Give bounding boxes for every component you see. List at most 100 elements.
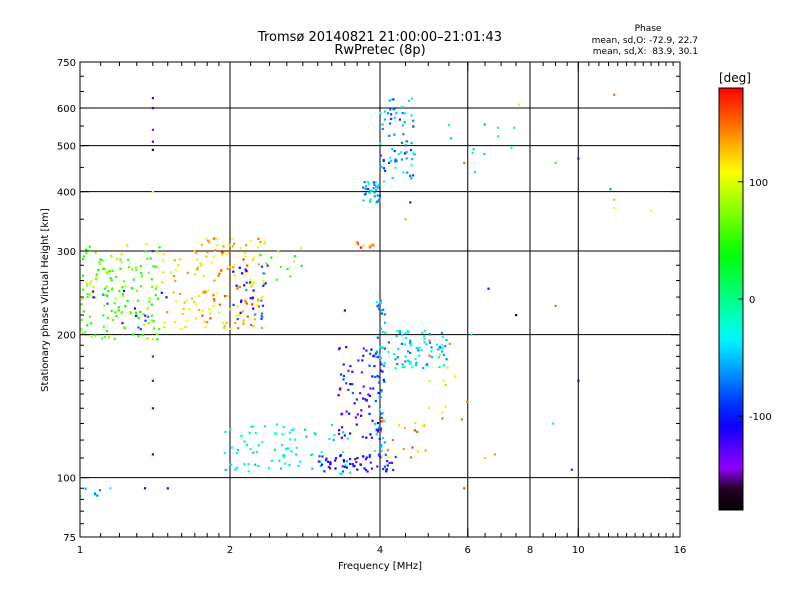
- data-point: [444, 345, 447, 348]
- data-point: [196, 266, 199, 269]
- data-point: [334, 457, 338, 460]
- data-point: [214, 249, 217, 252]
- data-point: [437, 348, 440, 351]
- data-point: [373, 183, 376, 186]
- data-point: [121, 311, 124, 314]
- data-point: [181, 313, 184, 316]
- data-point: [297, 464, 300, 468]
- data-point: [382, 158, 385, 162]
- data-point: [129, 311, 132, 314]
- data-point: [130, 287, 133, 290]
- data-point: [204, 291, 207, 294]
- data-point: [150, 278, 153, 281]
- data-point: [386, 112, 389, 115]
- data-point: [148, 297, 151, 300]
- data-point: [268, 466, 271, 470]
- data-point: [151, 379, 154, 382]
- data-point: [435, 343, 439, 346]
- data-point: [402, 133, 405, 136]
- data-point: [242, 258, 245, 261]
- data-point: [102, 267, 105, 271]
- data-point: [140, 275, 143, 278]
- data-point: [554, 304, 557, 307]
- data-point: [245, 269, 248, 272]
- data-point: [414, 421, 417, 425]
- data-point: [235, 284, 238, 287]
- phase-note-o: mean, sd,O: -72.9, 22.7: [592, 36, 698, 46]
- data-point: [243, 252, 246, 255]
- data-point: [151, 128, 154, 131]
- data-point: [376, 351, 379, 354]
- data-point: [243, 440, 246, 443]
- data-point: [92, 290, 95, 293]
- data-point: [122, 326, 126, 329]
- data-point: [472, 148, 475, 151]
- data-point: [260, 315, 263, 318]
- data-point: [223, 451, 226, 455]
- data-point: [142, 313, 145, 316]
- data-point: [228, 250, 231, 253]
- data-point: [441, 417, 444, 420]
- data-point: [86, 295, 89, 298]
- data-point: [510, 146, 513, 149]
- data-point: [250, 323, 253, 327]
- data-point: [375, 433, 378, 436]
- data-point: [110, 309, 113, 313]
- data-point: [241, 310, 245, 313]
- data-point: [212, 294, 215, 297]
- data-point: [390, 117, 393, 121]
- data-point: [103, 336, 106, 339]
- data-point: [403, 121, 406, 124]
- data-point: [427, 406, 431, 410]
- data-point: [355, 461, 358, 464]
- data-point: [365, 399, 368, 402]
- data-point: [299, 460, 302, 463]
- data-point: [101, 337, 104, 340]
- data-point: [396, 330, 399, 333]
- data-point: [341, 470, 344, 473]
- data-point: [236, 448, 240, 452]
- data-point: [391, 147, 394, 151]
- data-point: [430, 356, 434, 359]
- data-point: [400, 158, 403, 161]
- data-point: [239, 311, 242, 314]
- data-point: [493, 453, 496, 456]
- data-point: [222, 321, 225, 324]
- data-point: [410, 177, 413, 180]
- data-point: [252, 451, 255, 454]
- data-point: [275, 423, 279, 426]
- data-point: [401, 141, 404, 144]
- data-point: [378, 198, 381, 201]
- data-point: [317, 460, 320, 463]
- data-point: [284, 462, 287, 465]
- data-point: [134, 311, 138, 314]
- data-point: [404, 144, 407, 147]
- data-point: [410, 97, 413, 100]
- data-point: [361, 435, 364, 438]
- data-point: [338, 429, 341, 432]
- data-point: [110, 255, 113, 258]
- data-point: [441, 344, 444, 347]
- data-point: [401, 334, 404, 337]
- data-point: [152, 265, 155, 268]
- data-point: [329, 467, 332, 470]
- data-point: [385, 469, 388, 472]
- data-point: [81, 298, 84, 301]
- data-point: [114, 311, 117, 314]
- data-point: [151, 190, 154, 193]
- data-point: [397, 347, 400, 351]
- data-point: [389, 122, 392, 125]
- data-point: [497, 135, 500, 138]
- data-point: [382, 468, 385, 471]
- data-point: [409, 344, 412, 347]
- data-point: [246, 315, 249, 318]
- data-point: [218, 311, 221, 314]
- data-point: [266, 264, 269, 267]
- data-point: [367, 393, 370, 396]
- data-point: [229, 266, 232, 269]
- data-point: [233, 242, 236, 245]
- data-point: [377, 391, 380, 395]
- data-point: [376, 375, 379, 378]
- data-point: [151, 97, 154, 100]
- data-point: [103, 304, 106, 307]
